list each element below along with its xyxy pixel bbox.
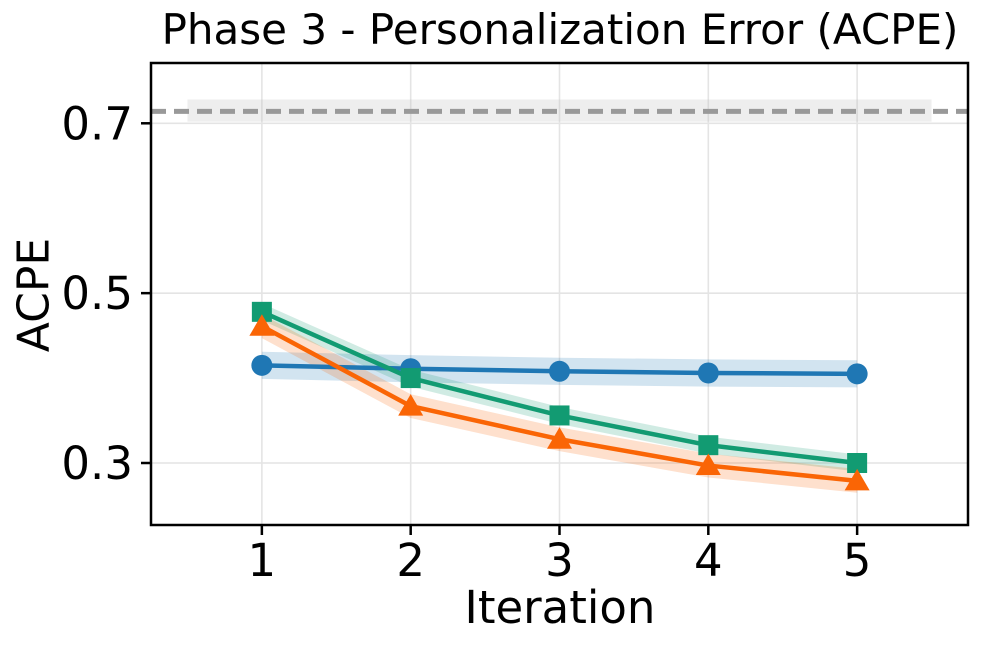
grid-lines (151, 63, 968, 525)
square-marker (698, 435, 719, 456)
x-tick-label: 1 (248, 534, 277, 587)
y-tick-label: 0.7 (61, 97, 133, 150)
chart-title: Phase 3 - Personalization Error (ACPE) (161, 5, 959, 54)
x-axis-label: Iteration (464, 581, 656, 634)
circle-marker (251, 354, 273, 376)
baseline-band (187, 99, 932, 122)
triangle-marker (844, 468, 870, 491)
y-axis-ticks: 0.3 0.5 0.7 (61, 97, 151, 490)
square-marker (251, 301, 272, 322)
circle-marker (549, 360, 570, 382)
y-axis-label: ACPE (8, 237, 60, 353)
circle-marker (697, 362, 719, 384)
square-marker (400, 368, 421, 389)
x-axis-ticks: 1 2 3 4 5 (248, 525, 872, 587)
triangle-marker (398, 394, 424, 416)
orange-triangle-series-markers (249, 314, 870, 491)
triangle-marker (695, 453, 721, 476)
circle-marker (846, 363, 868, 385)
x-tick-label: 4 (694, 534, 723, 587)
y-tick-label: 0.5 (61, 267, 133, 320)
green-square-series-markers (251, 301, 868, 474)
x-tick-label: 5 (843, 534, 872, 587)
square-marker (847, 453, 868, 474)
square-marker (549, 405, 570, 426)
y-tick-label: 0.3 (61, 437, 133, 490)
x-tick-label: 3 (545, 534, 574, 587)
x-tick-label: 2 (396, 534, 425, 587)
triangle-marker (249, 314, 275, 336)
triangle-marker (547, 427, 572, 449)
